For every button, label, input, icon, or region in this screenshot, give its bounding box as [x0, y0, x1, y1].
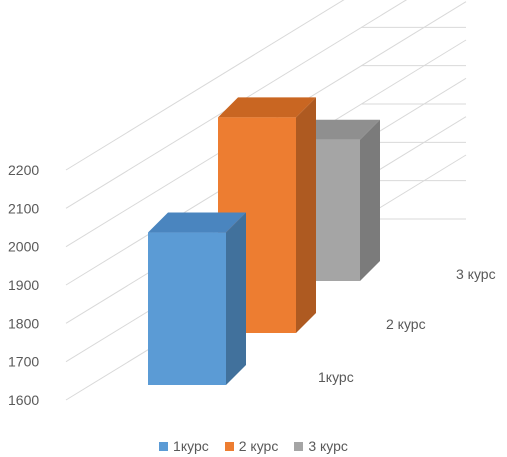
bars	[148, 97, 380, 385]
bar	[148, 212, 246, 385]
legend-item: 1курс	[159, 436, 209, 456]
legend-item: 3 курс	[294, 436, 348, 456]
category-label: 2 курс	[386, 316, 426, 332]
y-axis-ticks: 1600 1700 1800 1900 2000 2100 2200	[8, 162, 39, 408]
y-tick-label: 1900	[8, 277, 39, 293]
legend-swatch	[294, 441, 304, 451]
bar-side	[360, 119, 380, 281]
y-tick-label: 2200	[8, 162, 39, 178]
gridline	[65, 0, 408, 209]
legend-label: 3 курс	[308, 438, 348, 454]
y-tick-label: 1600	[8, 392, 39, 408]
legend-swatch	[159, 441, 169, 451]
bar-side	[226, 212, 246, 385]
bar-top	[148, 212, 246, 233]
y-tick-label: 2100	[8, 200, 39, 216]
bar-side	[296, 97, 316, 333]
legend: 1курс 2 курс 3 курс	[0, 436, 507, 456]
legend-swatch	[224, 441, 234, 451]
y-tick-label: 2000	[8, 239, 39, 255]
bar-top	[218, 97, 316, 118]
category-labels: 1курс 2 курс 3 курс	[318, 266, 496, 385]
legend-label: 2 курс	[238, 438, 279, 454]
category-label: 1курс	[318, 369, 354, 385]
legend-item: 2 курс	[224, 436, 279, 456]
gridline	[65, 0, 345, 171]
legend-label: 1курс	[173, 438, 209, 454]
category-label: 3 курс	[456, 266, 496, 282]
y-tick-label: 1800	[8, 315, 39, 331]
bar-front	[148, 232, 226, 385]
y-tick-label: 1700	[8, 354, 39, 370]
